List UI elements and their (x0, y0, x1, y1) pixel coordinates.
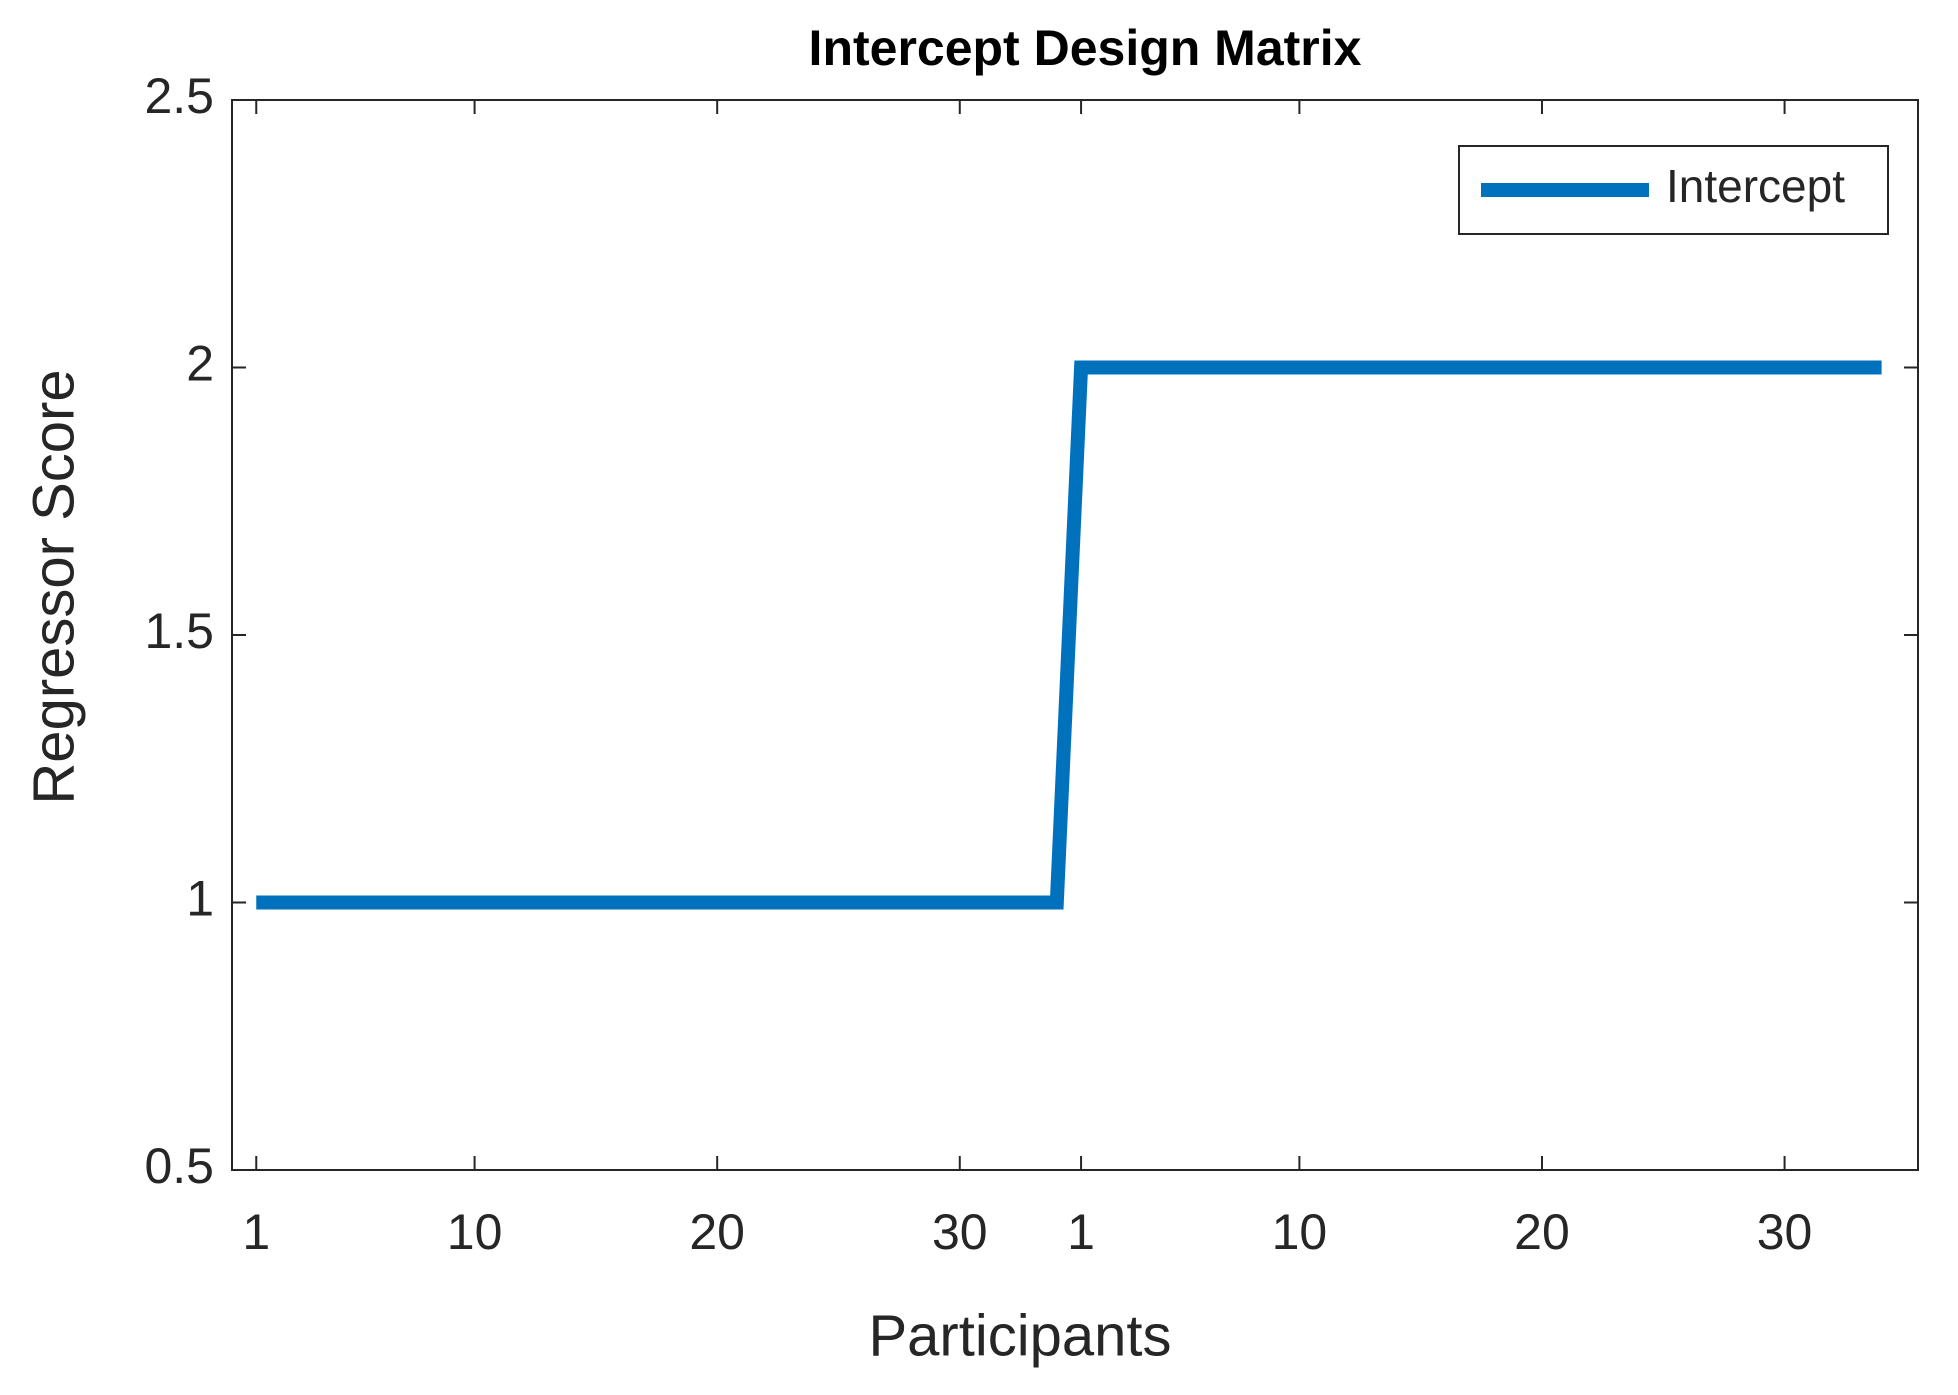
y-axis-label: Regressor Score (21, 369, 86, 804)
y-tick-label: 0.5 (144, 1138, 214, 1194)
line (256, 360, 1882, 910)
x-tick-label: 20 (689, 1204, 745, 1260)
x-tick-label: 1 (242, 1204, 270, 1260)
x-tick-label: 20 (1514, 1204, 1570, 1260)
y-tick-label: 1.5 (144, 603, 214, 659)
x-tick-label: 1 (1067, 1204, 1095, 1260)
y-tick-label: 2.5 (144, 68, 214, 124)
x-tick-label: 10 (447, 1204, 503, 1260)
x-tick-label: 30 (1757, 1204, 1813, 1260)
legend-label: Intercept (1666, 160, 1845, 212)
legend-box (1458, 145, 1889, 235)
plot-frame (231, 99, 1919, 1171)
x-tick-label: 30 (932, 1204, 988, 1260)
y-tick-label: 2 (186, 336, 214, 392)
x-tick-label: 10 (1272, 1204, 1328, 1260)
chart-title: Intercept Design Matrix (809, 20, 1362, 76)
x-axis-label: Participants (868, 1303, 1171, 1368)
y-tick-label: 1 (186, 871, 214, 927)
